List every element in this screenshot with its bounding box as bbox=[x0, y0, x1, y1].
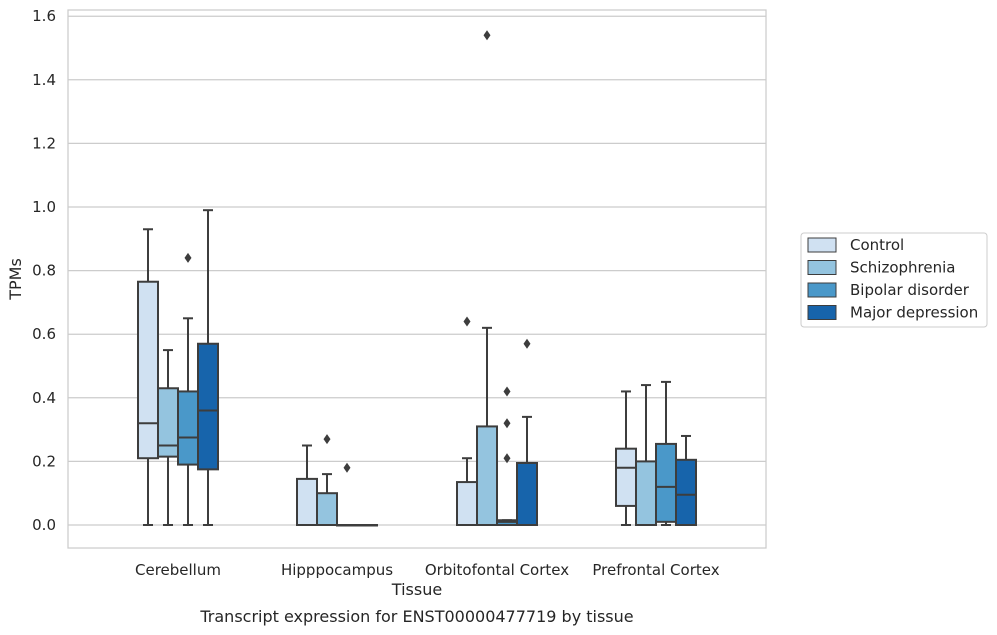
y-tick-label: 0.8 bbox=[32, 262, 56, 280]
box-bipolar-disorder bbox=[655, 380, 677, 526]
outlier-point bbox=[343, 462, 351, 473]
x-tick-label: Cerebellum bbox=[135, 561, 221, 579]
box-groups bbox=[137, 30, 697, 527]
x-axis-ticks: Cerebellum Hipppocampus Orbitofontal Corte… bbox=[135, 561, 720, 579]
box-iqr bbox=[316, 492, 338, 527]
box-iqr bbox=[635, 460, 657, 526]
plot-frame bbox=[67, 9, 767, 549]
y-tick-label: 0.2 bbox=[32, 452, 56, 470]
box-major-depression bbox=[675, 434, 697, 526]
outlier-point bbox=[523, 338, 531, 349]
box-schizophrenia bbox=[635, 384, 657, 526]
box-iqr bbox=[655, 442, 677, 523]
y-tick-label: 1.0 bbox=[32, 198, 56, 216]
legend-label: Major depression bbox=[850, 304, 978, 322]
box-iqr bbox=[197, 342, 219, 471]
outlier-point bbox=[483, 30, 491, 41]
box-bipolar-disorder bbox=[177, 252, 199, 526]
y-axis-ticks: 0.0 0.2 0.4 0.6 0.8 1.0 1.2 1.4 1.6 bbox=[32, 7, 56, 534]
legend-label: Schizophrenia bbox=[850, 259, 955, 277]
x-tick-label: Hipppocampus bbox=[281, 561, 393, 579]
outlier-point bbox=[503, 418, 511, 429]
box-bipolar-disorder bbox=[336, 462, 358, 527]
legend-swatch bbox=[807, 260, 837, 275]
y-axis-title: TPMs bbox=[6, 258, 25, 301]
box-schizophrenia bbox=[157, 349, 179, 526]
outlier-point bbox=[323, 434, 331, 445]
legend: Control Schizophrenia Bipolar disorder Majo… bbox=[800, 232, 988, 328]
y-tick-label: 1.4 bbox=[32, 71, 56, 89]
box-iqr bbox=[296, 477, 318, 527]
y-tick-label: 1.6 bbox=[32, 7, 56, 25]
box-iqr bbox=[456, 481, 478, 527]
legend-swatch bbox=[807, 305, 837, 320]
outlier-point bbox=[463, 316, 471, 327]
y-tick-label: 0.4 bbox=[32, 389, 56, 407]
box-iqr bbox=[516, 461, 538, 526]
outlier-point bbox=[503, 453, 511, 464]
box-iqr bbox=[137, 280, 159, 460]
outlier-point bbox=[184, 252, 192, 263]
box-major-depression bbox=[197, 209, 219, 526]
legend-frame bbox=[800, 232, 988, 328]
box-iqr bbox=[675, 458, 697, 526]
box-iqr bbox=[615, 447, 637, 507]
box-control bbox=[615, 390, 637, 526]
box-control bbox=[296, 444, 318, 527]
box-schizophrenia bbox=[316, 434, 338, 527]
box-control bbox=[137, 228, 159, 526]
box-major-depression bbox=[356, 524, 378, 527]
y-tick-label: 0.0 bbox=[32, 516, 56, 534]
chart-caption: Transcript expression for ENST0000047771… bbox=[199, 607, 633, 626]
box-bipolar-disorder bbox=[496, 386, 518, 526]
legend-items: Control Schizophrenia Bipolar disorder Majo… bbox=[807, 236, 978, 322]
y-tick-label: 0.6 bbox=[32, 325, 56, 343]
box-major-depression bbox=[516, 338, 538, 526]
x-tick-label: Orbitofontal Cortex bbox=[425, 561, 569, 579]
legend-label: Bipolar disorder bbox=[850, 281, 970, 299]
box-iqr bbox=[177, 390, 199, 466]
legend-swatch bbox=[807, 237, 837, 253]
legend-swatch bbox=[807, 282, 837, 298]
x-tick-label: Prefrontal Cortex bbox=[592, 561, 719, 579]
y-tick-label: 1.2 bbox=[32, 134, 56, 152]
outlier-point bbox=[503, 386, 511, 397]
legend-label: Control bbox=[850, 236, 904, 254]
x-axis-title: Tissue bbox=[391, 580, 442, 599]
box-iqr bbox=[476, 425, 498, 527]
box-schizophrenia bbox=[476, 30, 498, 527]
